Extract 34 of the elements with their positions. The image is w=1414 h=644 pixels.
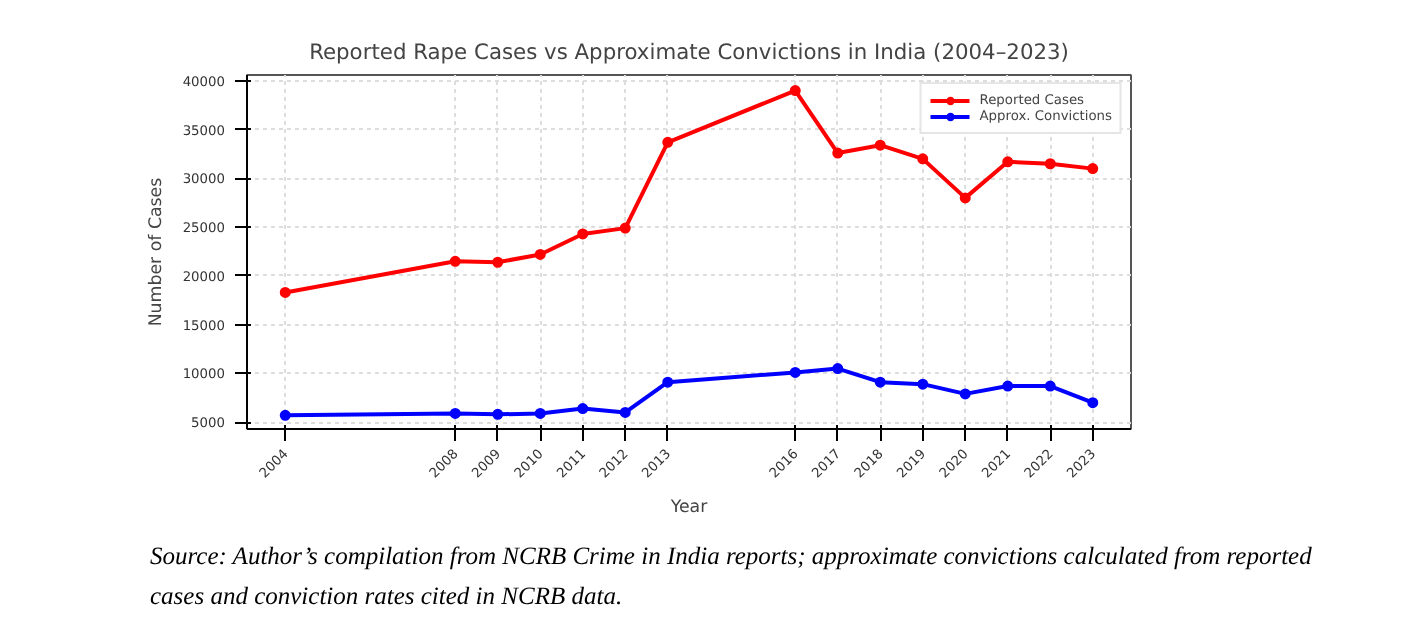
- point: [449, 407, 461, 419]
- point: [619, 222, 631, 234]
- point: [789, 366, 801, 378]
- point: [832, 147, 844, 159]
- point: [959, 388, 971, 400]
- point: [1044, 158, 1056, 170]
- source-note: Source: Author’s compilation from NCRB Crime in India reports; approximate convictions calculated from reported cases and conviction rates cited in NCRB data.: [150, 540, 1314, 614]
- point: [1002, 380, 1014, 392]
- point: [832, 363, 844, 375]
- chart-title: Reported Rape Cases vs Approximate Convictions in India (2004–2023): [309, 39, 1069, 65]
- point: [1002, 156, 1014, 168]
- point: [917, 153, 929, 165]
- point: [959, 192, 971, 204]
- point: [619, 406, 631, 418]
- point: [1087, 397, 1099, 409]
- point: [279, 286, 291, 298]
- point: [577, 403, 589, 415]
- point: [492, 408, 504, 420]
- point: [1087, 163, 1099, 175]
- point: [789, 85, 801, 97]
- y-axis-title: Number of Cases: [146, 176, 167, 327]
- point: [874, 139, 886, 151]
- point: [577, 228, 589, 240]
- point: [534, 248, 546, 260]
- point: [534, 407, 546, 419]
- x-axis-title: Year: [668, 498, 709, 519]
- point: [874, 376, 886, 388]
- point: [279, 409, 291, 421]
- point: [662, 376, 674, 388]
- point: [917, 378, 929, 390]
- point: [662, 136, 674, 148]
- point: [492, 256, 504, 268]
- point: [449, 255, 461, 267]
- point: [1044, 380, 1056, 392]
